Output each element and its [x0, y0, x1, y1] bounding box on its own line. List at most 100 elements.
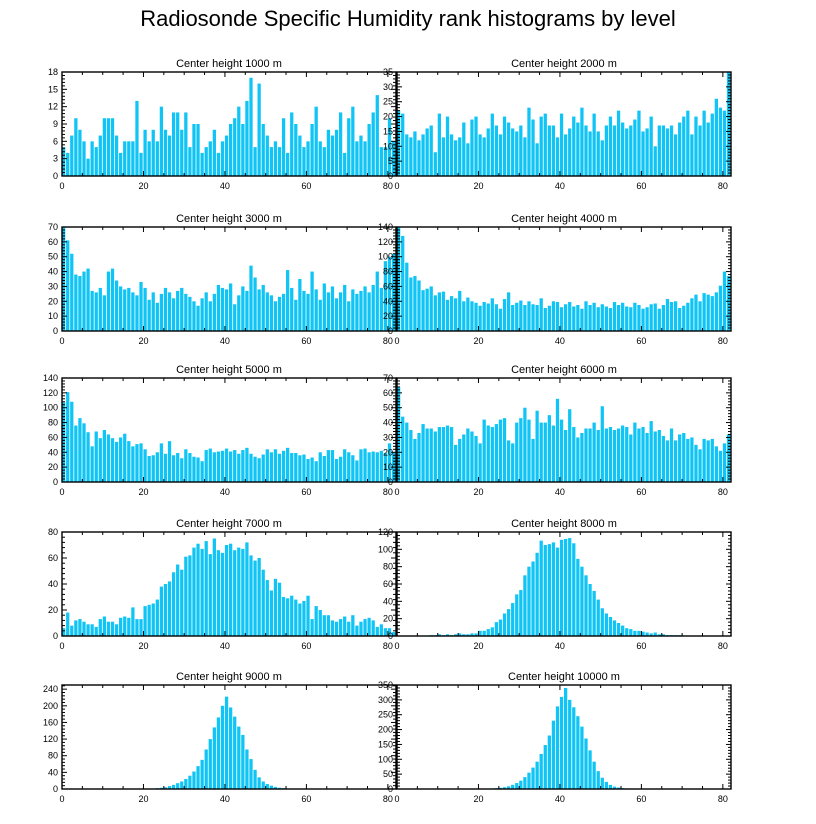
bar — [559, 539, 564, 636]
bars — [486, 687, 633, 789]
x-tick-label: 60 — [636, 181, 646, 191]
bar — [608, 307, 613, 331]
bar — [196, 457, 200, 482]
bar — [669, 428, 674, 482]
x-tick-label: 20 — [473, 641, 483, 651]
bar — [375, 452, 379, 482]
bar — [421, 290, 425, 331]
bar — [286, 152, 290, 176]
bar — [123, 616, 127, 636]
bar — [200, 759, 204, 789]
bar — [131, 141, 135, 176]
bar — [310, 124, 314, 176]
bar — [669, 302, 674, 331]
bar — [159, 443, 164, 482]
bar — [531, 119, 535, 176]
bar — [143, 287, 147, 331]
bar — [86, 268, 90, 331]
bar — [249, 77, 253, 176]
bar — [220, 287, 225, 331]
bar — [147, 456, 151, 482]
bar — [245, 749, 249, 789]
bar — [433, 431, 437, 482]
bar — [74, 620, 78, 636]
bar — [641, 631, 645, 636]
bars — [397, 386, 731, 482]
y-tick-label: 0 — [53, 326, 58, 336]
bar — [506, 609, 511, 636]
bar — [343, 152, 347, 176]
bar — [70, 135, 74, 176]
bar — [462, 301, 466, 331]
y-tick-label: 120 — [378, 237, 393, 247]
plot-frame — [61, 226, 397, 332]
x-tick-label: 0 — [59, 641, 64, 651]
bar — [62, 628, 66, 636]
bar — [621, 122, 625, 176]
x-tick-label: 0 — [394, 336, 399, 346]
bar — [714, 446, 718, 482]
bar — [379, 287, 383, 331]
bar — [359, 135, 363, 176]
bar — [249, 453, 253, 482]
bar — [714, 292, 718, 331]
bar — [494, 304, 499, 331]
bar — [637, 305, 641, 331]
bar — [167, 441, 172, 482]
y-tick-label: 60 — [383, 579, 393, 589]
bar — [265, 449, 269, 482]
bar — [478, 630, 482, 636]
bar — [535, 410, 539, 482]
bar — [66, 240, 70, 331]
y-tick-label: 9 — [53, 119, 58, 129]
bar — [261, 454, 265, 482]
bar — [367, 452, 371, 482]
bar — [637, 110, 641, 176]
bar — [277, 582, 282, 636]
bar — [224, 289, 229, 331]
x-tick-label: 80 — [718, 487, 728, 497]
bar — [413, 438, 417, 482]
bar — [114, 135, 119, 176]
bar — [718, 285, 723, 331]
bar — [580, 566, 584, 636]
y-tick-label: 50 — [383, 403, 393, 413]
bar — [429, 286, 433, 331]
bar — [290, 112, 294, 176]
bar — [110, 268, 115, 331]
y-tick-label: 240 — [43, 684, 58, 694]
bar — [383, 628, 388, 636]
bar — [338, 292, 343, 331]
y-tick-label: 10 — [383, 462, 393, 472]
bar — [200, 461, 204, 482]
y-tick-label: 160 — [43, 717, 58, 727]
bar — [547, 735, 551, 789]
bar — [494, 622, 499, 636]
bar — [261, 124, 265, 176]
bar — [449, 296, 454, 331]
bar — [281, 118, 286, 176]
bar — [523, 407, 527, 482]
bar — [596, 771, 600, 789]
y-tick-label: 100 — [378, 754, 393, 764]
bar — [155, 141, 159, 176]
bar — [273, 578, 278, 636]
bar — [330, 286, 335, 331]
bar — [204, 147, 208, 176]
bar — [204, 292, 208, 331]
bar — [698, 125, 702, 176]
bar — [351, 455, 355, 482]
panel-2: Center height 2000 m0 20 40 60 8005101520253… — [383, 58, 732, 191]
x-tick-label: 20 — [138, 794, 148, 804]
bar — [673, 301, 678, 331]
y-tick-label: 12 — [48, 102, 58, 112]
bar — [694, 116, 698, 176]
y-tick-label: 0 — [388, 631, 393, 641]
bar — [176, 783, 180, 789]
bar — [649, 421, 653, 482]
plot-frame — [396, 377, 732, 483]
bar — [502, 613, 507, 636]
bar — [425, 128, 429, 176]
bar — [661, 435, 666, 482]
bar — [314, 106, 318, 176]
